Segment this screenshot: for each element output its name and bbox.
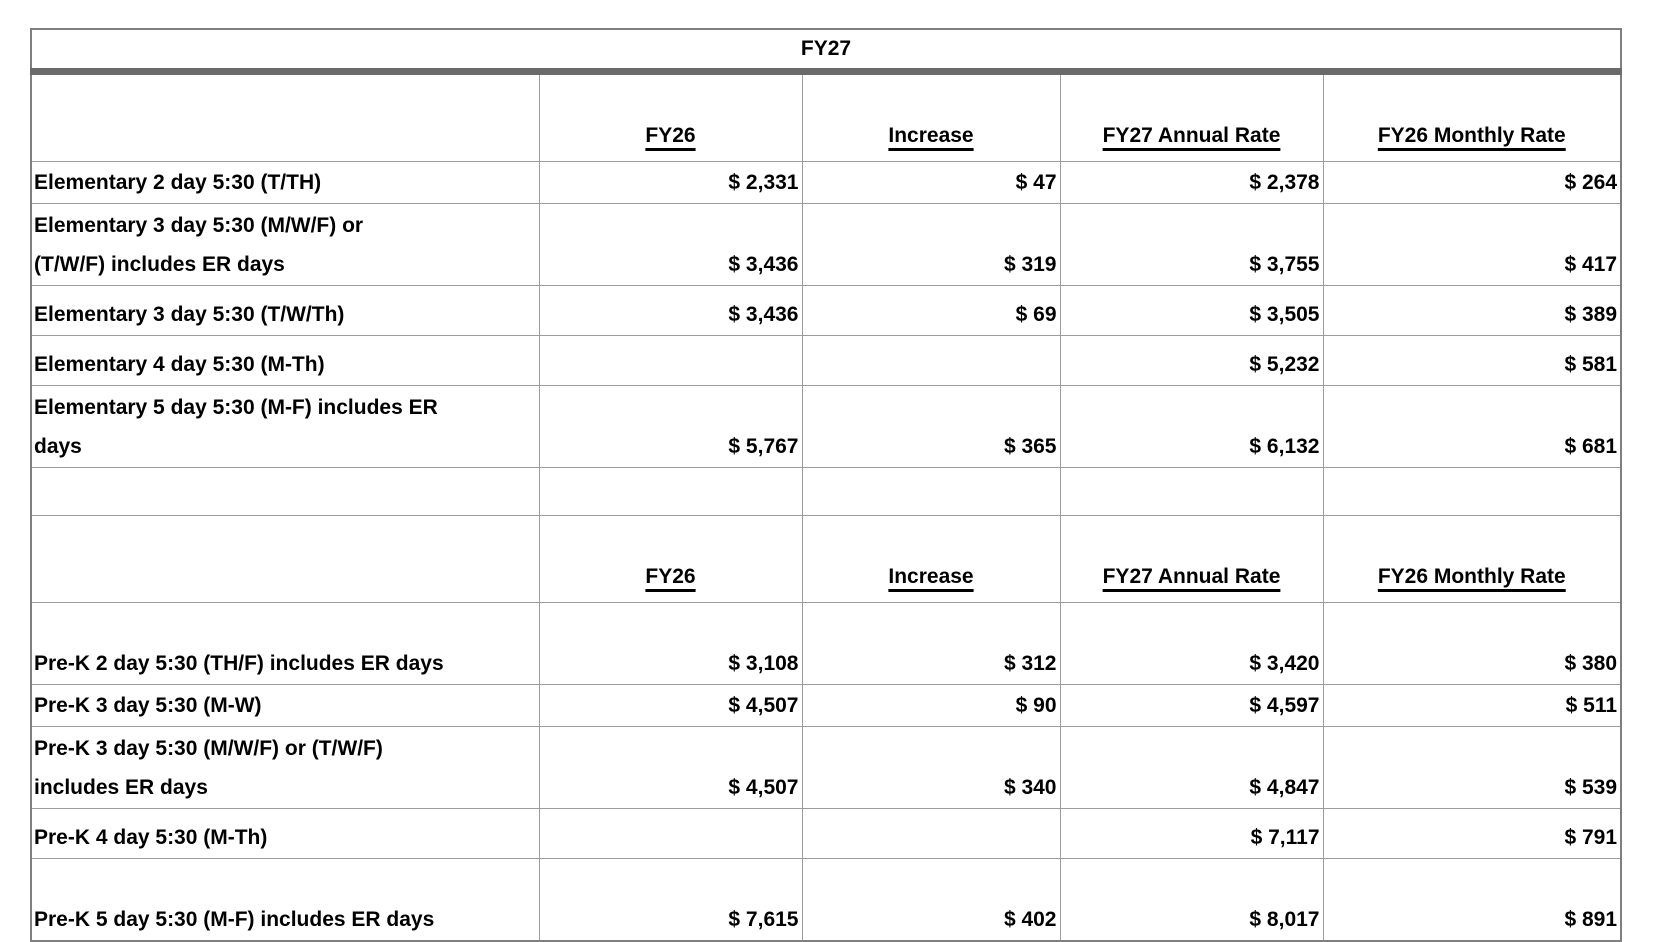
cell-increase: $ 365 — [801, 385, 1061, 468]
cell-increase — [801, 808, 1061, 859]
table-row: Pre-K 3 day 5:30 (M/W/F) or (T/W/F) incl… — [30, 726, 1622, 809]
row-label: Pre-K 2 day 5:30 (TH/F) includes ER days — [30, 602, 540, 685]
table-title: FY27 — [29, 28, 1623, 75]
cell-fy26-monthly-rate: $ 891 — [1322, 858, 1622, 942]
cell-fy26: $ 2,331 — [538, 161, 803, 204]
header-cell-fy26-monthly-rate: FY26 Monthly Rate — [1322, 71, 1622, 162]
spacer-cell — [30, 467, 540, 516]
cell-fy27-annual-rate: $ 5,232 — [1059, 335, 1324, 386]
cell-fy26-monthly-rate: $ 264 — [1322, 161, 1622, 204]
spacer-cell — [538, 467, 803, 516]
cell-fy26: $ 7,615 — [538, 858, 803, 942]
row-label: Elementary 4 day 5:30 (M-Th) — [30, 335, 540, 386]
cell-increase: $ 47 — [801, 161, 1061, 204]
table-row: FY26 Increase FY27 Annual Rate FY26 Mont… — [30, 515, 1622, 603]
cell-fy26-monthly-rate: $ 511 — [1322, 684, 1622, 727]
row-label: Pre-K 5 day 5:30 (M-F) includes ER days — [30, 858, 540, 942]
cell-fy26-monthly-rate: $ 539 — [1322, 726, 1622, 809]
cell-fy26: $ 5,767 — [538, 385, 803, 468]
cell-fy27-annual-rate: $ 7,117 — [1059, 808, 1324, 859]
header-cell-empty — [30, 71, 540, 162]
cell-increase: $ 402 — [801, 858, 1061, 942]
cell-fy27-annual-rate: $ 4,847 — [1059, 726, 1324, 809]
table-row: FY26 Increase FY27 Annual Rate FY26 Mont… — [30, 71, 1622, 162]
header-label: Increase — [888, 565, 974, 588]
cell-fy26-monthly-rate: $ 380 — [1322, 602, 1622, 685]
cell-fy26: $ 4,507 — [538, 726, 803, 809]
table-row: Pre-K 5 day 5:30 (M-F) includes ER days … — [30, 858, 1622, 942]
row-label: Elementary 2 day 5:30 (T/TH) — [30, 161, 540, 204]
cell-increase: $ 340 — [801, 726, 1061, 809]
table-row: Elementary 4 day 5:30 (M-Th) $ 5,232 $ 5… — [30, 335, 1622, 386]
cell-fy26 — [538, 335, 803, 386]
header-cell-increase: Increase — [801, 515, 1061, 603]
cell-fy26-monthly-rate: $ 389 — [1322, 285, 1622, 336]
table-row: Pre-K 2 day 5:30 (TH/F) includes ER days… — [30, 602, 1622, 685]
row-label: Pre-K 3 day 5:30 (M/W/F) or (T/W/F) incl… — [30, 726, 540, 809]
table-row — [30, 467, 1622, 516]
cell-fy27-annual-rate: $ 8,017 — [1059, 858, 1324, 942]
cell-fy26: $ 3,108 — [538, 602, 803, 685]
header-label: Increase — [888, 124, 974, 147]
cell-fy26 — [538, 808, 803, 859]
cell-increase: $ 69 — [801, 285, 1061, 336]
row-label: Pre-K 4 day 5:30 (M-Th) — [30, 808, 540, 859]
table-row: Pre-K 4 day 5:30 (M-Th) $ 7,117 $ 791 — [30, 808, 1622, 859]
cell-fy27-annual-rate: $ 2,378 — [1059, 161, 1324, 204]
table-row: Elementary 3 day 5:30 (M/W/F) or (T/W/F)… — [30, 203, 1622, 286]
cell-fy26-monthly-rate: $ 417 — [1322, 203, 1622, 286]
cell-fy27-annual-rate: $ 3,505 — [1059, 285, 1324, 336]
header-label: FY27 Annual Rate — [1102, 565, 1281, 588]
header-cell-empty — [30, 515, 540, 603]
table-row: Elementary 2 day 5:30 (T/TH) $ 2,331 $ 4… — [30, 161, 1622, 204]
table-row: Elementary 5 day 5:30 (M-F) includes ER … — [30, 385, 1622, 468]
spacer-cell — [1059, 467, 1324, 516]
table-row: Pre-K 3 day 5:30 (M-W) $ 4,507 $ 90 $ 4,… — [30, 684, 1622, 727]
cell-fy26: $ 3,436 — [538, 285, 803, 336]
header-cell-fy26-monthly-rate: FY26 Monthly Rate — [1322, 515, 1622, 603]
header-label: FY26 — [645, 124, 696, 147]
rates-table: FY27 FY26 Increase FY27 Annual Rate FY26… — [29, 28, 1623, 942]
header-label: FY27 Annual Rate — [1102, 124, 1281, 147]
cell-increase: $ 312 — [801, 602, 1061, 685]
cell-fy27-annual-rate: $ 3,755 — [1059, 203, 1324, 286]
header-cell-increase: Increase — [801, 71, 1061, 162]
cell-increase: $ 319 — [801, 203, 1061, 286]
cell-fy27-annual-rate: $ 3,420 — [1059, 602, 1324, 685]
spacer-cell — [1322, 467, 1622, 516]
cell-increase — [801, 335, 1061, 386]
cell-fy26-monthly-rate: $ 681 — [1322, 385, 1622, 468]
cell-fy27-annual-rate: $ 6,132 — [1059, 385, 1324, 468]
cell-fy27-annual-rate: $ 4,597 — [1059, 684, 1324, 727]
cell-fy26-monthly-rate: $ 791 — [1322, 808, 1622, 859]
header-cell-fy26: FY26 — [538, 71, 803, 162]
table-row: FY27 — [29, 28, 1623, 75]
header-label: FY26 — [645, 565, 696, 588]
header-label: FY26 Monthly Rate — [1377, 565, 1566, 588]
row-label: Elementary 3 day 5:30 (M/W/F) or (T/W/F)… — [30, 203, 540, 286]
cell-increase: $ 90 — [801, 684, 1061, 727]
header-label: FY26 Monthly Rate — [1377, 124, 1566, 147]
row-label: Pre-K 3 day 5:30 (M-W) — [30, 684, 540, 727]
spacer-cell — [801, 467, 1061, 516]
cell-fy26: $ 4,507 — [538, 684, 803, 727]
cell-fy26-monthly-rate: $ 581 — [1322, 335, 1622, 386]
header-cell-fy26: FY26 — [538, 515, 803, 603]
header-cell-fy27-annual-rate: FY27 Annual Rate — [1059, 515, 1324, 603]
table-row: Elementary 3 day 5:30 (T/W/Th) $ 3,436 $… — [30, 285, 1622, 336]
row-label: Elementary 5 day 5:30 (M-F) includes ER … — [30, 385, 540, 468]
row-label: Elementary 3 day 5:30 (T/W/Th) — [30, 285, 540, 336]
header-cell-fy27-annual-rate: FY27 Annual Rate — [1059, 71, 1324, 162]
cell-fy26: $ 3,436 — [538, 203, 803, 286]
